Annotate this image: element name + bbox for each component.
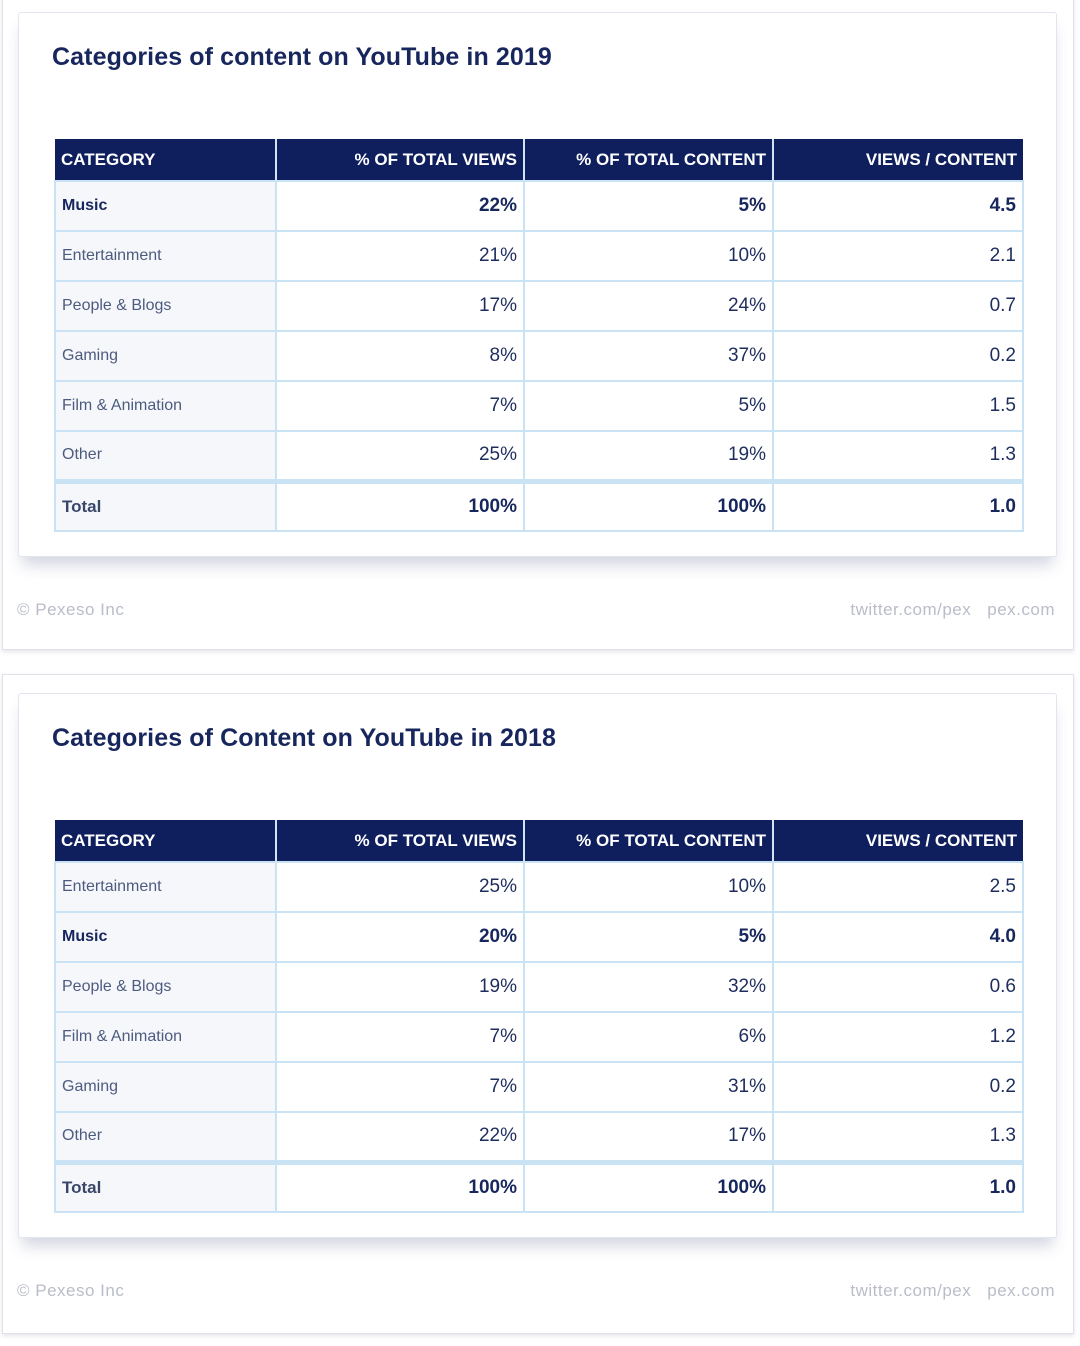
cell-content: 32% [523,961,774,1013]
twitter-link[interactable]: twitter.com/pex [850,1281,972,1300]
table-row: Film & Animation 7% 6% 1.2 [54,1011,1024,1063]
cell-views: 8% [275,330,525,382]
cell-ratio: 0.2 [772,330,1024,382]
table-header-row: CATEGORY % OF TOTAL VIEWS % OF TOTAL CON… [55,139,1023,181]
cell-views: 100% [275,478,525,532]
cell-views: 22% [275,180,525,232]
cell-category: Entertainment [54,230,277,282]
cell-category: People & Blogs [54,961,277,1013]
cell-views: 19% [275,961,525,1013]
cell-category: Total [54,478,277,532]
column-header-ratio: VIEWS / CONTENT [772,820,1023,862]
cell-category: Music [54,911,277,963]
copyright-text: © Pexeso Inc [17,600,125,619]
cell-content: 24% [523,280,774,332]
cell-category: Film & Animation [54,1011,277,1063]
table-row: People & Blogs 17% 24% 0.7 [54,280,1024,332]
table-title: Categories of content on YouTube in 2019 [52,43,552,71]
cell-content: 31% [523,1061,774,1113]
chart-panel-2019: Categories of content on YouTube in 2019… [2,0,1074,650]
data-table: CATEGORY % OF TOTAL VIEWS % OF TOTAL CON… [54,820,1024,1213]
table-row: People & Blogs 19% 32% 0.6 [54,961,1024,1013]
cell-category: Music [54,180,277,232]
cell-category: Other [54,1111,277,1163]
table-row: Music 22% 5% 4.5 [54,180,1024,232]
cell-category: Total [54,1159,277,1213]
cell-content: 17% [523,1111,774,1163]
table-title: Categories of Content on YouTube in 2018 [52,724,557,752]
table-row: Gaming 8% 37% 0.2 [54,330,1024,382]
cell-ratio: 0.2 [772,1061,1024,1113]
column-header-content: % OF TOTAL CONTENT [523,820,773,862]
cell-ratio: 1.3 [772,1111,1024,1163]
cell-content: 10% [523,861,774,913]
total-row: Total 100% 100% 1.0 [54,1159,1024,1213]
cell-content: 6% [523,1011,774,1063]
column-header-views: % OF TOTAL VIEWS [275,139,524,181]
column-header-content: % OF TOTAL CONTENT [523,139,773,181]
cell-views: 25% [275,430,525,482]
cell-content: 19% [523,430,774,482]
total-row: Total 100% 100% 1.0 [54,478,1024,532]
table-row: Film & Animation 7% 5% 1.5 [54,380,1024,432]
cell-content: 5% [523,180,774,232]
cell-category: People & Blogs [54,280,277,332]
cell-category: Entertainment [54,861,277,913]
cell-content: 10% [523,230,774,282]
cell-views: 21% [275,230,525,282]
cell-category: Gaming [54,330,277,382]
cell-ratio: 1.3 [772,430,1024,482]
table-row: Music 20% 5% 4.0 [54,911,1024,963]
cell-views: 25% [275,861,525,913]
table-card: Categories of content on YouTube in 2019… [18,12,1057,557]
cell-ratio: 0.6 [772,961,1024,1013]
cell-views: 17% [275,280,525,332]
cell-content: 5% [523,380,774,432]
footer-links: twitter.com/pex pex.com [850,1281,1055,1301]
cell-ratio: 1.2 [772,1011,1024,1063]
site-link[interactable]: pex.com [987,1281,1055,1300]
cell-ratio: 1.0 [772,1159,1024,1213]
table-row: Entertainment 25% 10% 2.5 [54,861,1024,913]
cell-ratio: 0.7 [772,280,1024,332]
footer-links: twitter.com/pex pex.com [850,600,1055,620]
table-row: Other 25% 19% 1.3 [54,430,1024,482]
column-header-views: % OF TOTAL VIEWS [275,820,524,862]
table-header-row: CATEGORY % OF TOTAL VIEWS % OF TOTAL CON… [55,820,1023,862]
site-link[interactable]: pex.com [987,600,1055,619]
cell-views: 7% [275,1061,525,1113]
chart-panel-2018: Categories of Content on YouTube in 2018… [2,674,1074,1334]
cell-ratio: 2.5 [772,861,1024,913]
cell-category: Other [54,430,277,482]
data-table: CATEGORY % OF TOTAL VIEWS % OF TOTAL CON… [54,139,1024,532]
table-row: Other 22% 17% 1.3 [54,1111,1024,1163]
cell-ratio: 1.5 [772,380,1024,432]
cell-views: 7% [275,380,525,432]
cell-category: Film & Animation [54,380,277,432]
column-header-category: CATEGORY [55,820,276,862]
cell-content: 37% [523,330,774,382]
column-header-ratio: VIEWS / CONTENT [772,139,1023,181]
cell-views: 20% [275,911,525,963]
cell-ratio: 4.5 [772,180,1024,232]
cell-content: 100% [523,478,774,532]
twitter-link[interactable]: twitter.com/pex [850,600,972,619]
cell-views: 22% [275,1111,525,1163]
cell-ratio: 1.0 [772,478,1024,532]
table-row: Entertainment 21% 10% 2.1 [54,230,1024,282]
cell-views: 7% [275,1011,525,1063]
cell-ratio: 2.1 [772,230,1024,282]
cell-ratio: 4.0 [772,911,1024,963]
cell-views: 100% [275,1159,525,1213]
table-card: Categories of Content on YouTube in 2018… [18,693,1057,1238]
column-header-category: CATEGORY [55,139,276,181]
cell-category: Gaming [54,1061,277,1113]
cell-content: 5% [523,911,774,963]
cell-content: 100% [523,1159,774,1213]
table-row: Gaming 7% 31% 0.2 [54,1061,1024,1113]
copyright-text: © Pexeso Inc [17,1281,125,1300]
